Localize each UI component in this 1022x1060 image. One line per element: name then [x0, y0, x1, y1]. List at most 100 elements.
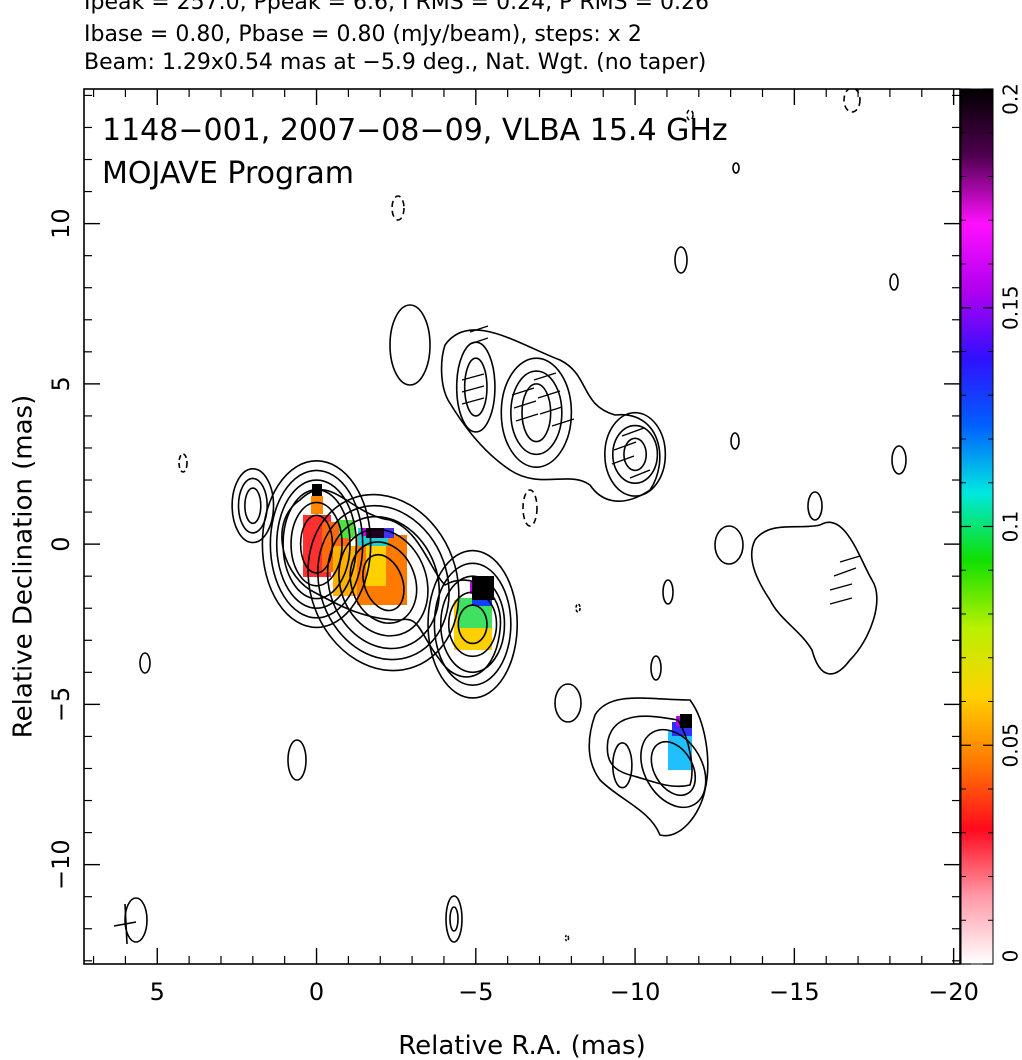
- contour-knot-sw-b: [611, 742, 633, 789]
- colorbar-tick-label: 0.15: [999, 285, 1022, 330]
- pol-vector: [461, 373, 485, 381]
- contour-dashed-6: [575, 603, 581, 613]
- axes: 5 0 −5 −10 −15 −20 10 5 0 −5 −10 Relative R.A. (mas…: [9, 88, 979, 1060]
- pol-vector: [839, 555, 861, 563]
- contour-blob-12: [889, 273, 899, 291]
- pol-vector: [551, 418, 575, 427]
- contour-blob-6: [554, 683, 582, 723]
- contour-knot-e: [231, 468, 275, 544]
- pol-vector: [511, 387, 535, 396]
- pol-vector: [461, 385, 485, 393]
- pol-vector: [537, 390, 561, 399]
- contour-nw-envelope: [440, 329, 661, 502]
- header-line-3: Beam: 1.29x0.54 mas at −5.9 deg., Nat. W…: [84, 50, 707, 75]
- pol-patch-core-top: [311, 496, 323, 514]
- contour-dashed-3: [843, 89, 861, 113]
- pol-vector: [629, 469, 651, 479]
- contour-knot-e: [244, 487, 262, 525]
- contour-knot-c2: [457, 604, 488, 645]
- contour-blob-4: [139, 652, 151, 674]
- contour-knot-sw: [640, 728, 707, 809]
- contour-knot-c2: [433, 562, 512, 686]
- x-tick-label: 5: [150, 978, 165, 1006]
- pol-vector: [515, 413, 539, 422]
- x-tick-label: −10: [610, 978, 661, 1006]
- contour-knot-nw3: [623, 437, 648, 472]
- pol-vector: [533, 372, 557, 381]
- beam-cross-h: [113, 921, 137, 927]
- contour-dashed-5: [686, 109, 694, 121]
- contour-knot-nw1: [455, 341, 496, 433]
- header-line-1: Ipeak = 257.0, Ppeak = 6.6, I RMS = 0.24…: [84, 0, 709, 15]
- contour-blob-5: [287, 739, 307, 781]
- contour-blob-15: [674, 246, 688, 274]
- colorbar-tick-label: 0.05: [999, 723, 1022, 768]
- contour-knot-nw2: [521, 383, 552, 443]
- contour-blob-3: [449, 906, 459, 932]
- pol-patch-c1-peak: [366, 528, 384, 538]
- pol-vector: [513, 400, 537, 409]
- contour-blob-2: [445, 895, 463, 943]
- contour-knot-nw3: [611, 424, 659, 485]
- contour-blob-1: [389, 304, 431, 386]
- pol-vector: [829, 583, 853, 591]
- colorbar-tick-label: 0.2: [999, 83, 1022, 115]
- contour-knot-e: [237, 477, 268, 534]
- x-tick-label: −20: [928, 978, 979, 1006]
- colorbar-tick-label: 0: [999, 950, 1022, 963]
- contour-core: [269, 469, 364, 619]
- pol-patch-c2-peak: [472, 576, 494, 600]
- pol-vector: [613, 441, 637, 451]
- polarization-vectors: [461, 325, 861, 605]
- contour-sw-envelope: [588, 697, 709, 837]
- pol-vector: [829, 597, 853, 605]
- contour-w-envelope: [750, 521, 878, 675]
- contour-knot-nw2: [500, 357, 573, 469]
- pol-vector: [469, 325, 489, 333]
- y-tick-label: 5: [47, 376, 75, 391]
- y-tick-label: 0: [47, 536, 75, 551]
- contour-knot-c1: [317, 504, 450, 661]
- contour-core: [275, 479, 358, 610]
- contour-dashed-4: [178, 453, 188, 473]
- contour-beam: [124, 897, 148, 943]
- contour-jet-envelope: [281, 488, 502, 678]
- contour-knot-c1: [338, 528, 429, 637]
- contour-blob-7: [650, 655, 662, 681]
- contour-core: [299, 514, 334, 574]
- beam-cross-v: [124, 903, 128, 945]
- x-axis-label: Relative R.A. (mas): [398, 1031, 645, 1060]
- pol-vector: [611, 455, 635, 465]
- colorbar-tick-label: 0.1: [999, 511, 1022, 543]
- contour-core: [261, 459, 372, 629]
- x-tick-label: −5: [458, 978, 493, 1006]
- x-tick-label: 0: [309, 978, 324, 1006]
- contour-knot-nw3: [604, 411, 667, 497]
- pol-vector: [469, 337, 489, 345]
- contour-knot-nw1: [463, 357, 488, 417]
- x-tick-label: −15: [769, 978, 820, 1006]
- contour-blob-13: [730, 432, 740, 450]
- contour-blob-10: [807, 491, 823, 521]
- contour-knot-c2: [439, 575, 506, 674]
- pol-vector: [621, 427, 645, 437]
- contour-blob-8: [662, 579, 674, 605]
- contour-core: [290, 501, 343, 587]
- pol-patch-sw: [668, 730, 692, 770]
- plot-subtitle: MOJAVE Program: [102, 156, 354, 191]
- misc-contours: [113, 89, 907, 945]
- y-axis-label: Relative Declination (mas): [9, 395, 39, 738]
- contour-knot-nw2: [510, 370, 563, 456]
- contour-knot-c1: [362, 553, 405, 612]
- contour-knot-c2: [427, 549, 519, 699]
- contour-knot-c2: [447, 591, 498, 658]
- plot-frame: [83, 88, 961, 965]
- contour-dashed-7: [564, 934, 570, 942]
- plot-title: 1148−001, 2007−08−09, VLBA 15.4 GHz: [102, 113, 728, 148]
- contour-knot-c1: [349, 541, 418, 625]
- y-tick-label: −10: [47, 839, 75, 890]
- contour-dashed-1: [391, 195, 405, 221]
- header-line-2: Ibase = 0.80, Pbase = 0.80 (mJy/beam), s…: [84, 22, 642, 47]
